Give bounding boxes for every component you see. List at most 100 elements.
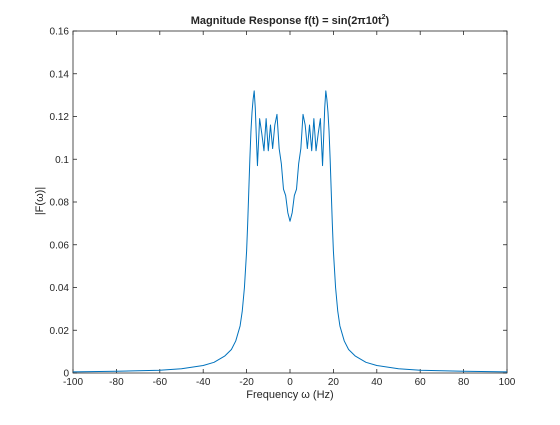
data-point — [309, 124, 310, 125]
data-point — [322, 165, 323, 166]
data-point — [257, 165, 258, 166]
data-point — [251, 112, 252, 113]
y-tick-label: 0.12 — [50, 112, 70, 123]
data-point — [307, 148, 308, 149]
data-point — [250, 131, 251, 132]
data-point — [337, 310, 338, 311]
data-point — [270, 124, 271, 125]
x-tick-label: -80 — [109, 377, 124, 388]
data-point — [261, 133, 262, 134]
data-point — [253, 99, 254, 100]
data-point — [305, 124, 306, 125]
data-point — [339, 325, 340, 326]
chart-title: Magnitude Response f(t) = sin(2π10t2) — [191, 14, 390, 27]
data-point — [274, 124, 275, 125]
y-tick-label: 0.16 — [50, 27, 70, 38]
data-point — [281, 163, 282, 164]
y-tick-label: 0 — [63, 369, 69, 380]
x-tick-label: -60 — [153, 377, 168, 388]
axes-box — [73, 31, 507, 373]
data-point — [242, 310, 243, 311]
y-axis-label: |F(ω)| — [34, 187, 46, 215]
data-point — [320, 118, 321, 119]
y-tick-label: 0.04 — [50, 283, 70, 294]
data-point — [263, 150, 264, 151]
data-point — [365, 362, 366, 363]
data-point — [239, 325, 240, 326]
data-point — [224, 355, 225, 356]
data-point — [231, 349, 232, 350]
data-point — [159, 370, 160, 371]
data-point — [268, 150, 269, 151]
data-point — [398, 368, 399, 369]
data-point — [272, 148, 273, 149]
x-tick-label: -40 — [196, 377, 211, 388]
data-point — [289, 221, 290, 222]
data-point — [235, 340, 236, 341]
data-point — [324, 107, 325, 108]
x-tick-label: 0 — [287, 377, 293, 388]
data-point — [287, 212, 288, 213]
data-point — [330, 159, 331, 160]
x-tick-label: -20 — [239, 377, 254, 388]
data-point — [254, 90, 255, 91]
data-point — [376, 365, 377, 366]
data-point — [325, 90, 326, 91]
y-tick-label: 0.02 — [50, 326, 70, 337]
x-axis-label: Frequency ω (Hz) — [246, 389, 333, 401]
data-point — [259, 118, 260, 119]
chart-title-close: ) — [386, 15, 390, 27]
data-point — [335, 287, 336, 288]
data-point — [463, 371, 464, 372]
data-point — [506, 371, 507, 372]
data-point — [313, 118, 314, 119]
data-point — [348, 349, 349, 350]
data-point — [283, 189, 284, 190]
data-point — [72, 371, 73, 372]
data-point — [249, 159, 250, 160]
data-point — [318, 133, 319, 134]
y-tick-label: 0.14 — [50, 69, 70, 80]
data-point — [328, 131, 329, 132]
data-point — [315, 150, 316, 151]
data-point — [326, 99, 327, 100]
data-point — [333, 251, 334, 252]
data-point — [323, 137, 324, 138]
data-point — [332, 223, 333, 224]
data-point — [276, 114, 277, 115]
x-tick-label: 20 — [328, 377, 340, 388]
chart-title-main: Magnitude Response f(t) = sin(2π10t — [191, 15, 382, 27]
data-point — [300, 148, 301, 149]
y-tick-label: 0.08 — [50, 198, 70, 209]
x-tick-label: 80 — [458, 377, 470, 388]
data-point — [355, 355, 356, 356]
data-point — [302, 114, 303, 115]
data-point — [203, 365, 204, 366]
data-point — [294, 195, 295, 196]
y-tick-label: 0.1 — [55, 155, 69, 166]
data-point — [420, 370, 421, 371]
data-point — [292, 212, 293, 213]
data-point — [246, 251, 247, 252]
data-point — [116, 371, 117, 372]
plot-area: -100 -80 -60 -40 -20 0 20 40 60 80 100 0 0.02 0.04 0.0… — [50, 27, 516, 389]
data-point — [311, 150, 312, 151]
data-point — [181, 368, 182, 369]
data-point — [255, 107, 256, 108]
data-point — [256, 137, 257, 138]
data-point — [296, 189, 297, 190]
data-point — [285, 195, 286, 196]
data-point — [247, 223, 248, 224]
data-point — [331, 191, 332, 192]
data-point — [327, 112, 328, 113]
data-point — [279, 148, 280, 149]
x-tick-label: 100 — [499, 377, 516, 388]
x-tick-label: 60 — [415, 377, 427, 388]
data-point — [266, 118, 267, 119]
data-point — [244, 287, 245, 288]
data-point — [213, 362, 214, 363]
y-tick-label: 0.06 — [50, 240, 70, 251]
data-point — [298, 163, 299, 164]
